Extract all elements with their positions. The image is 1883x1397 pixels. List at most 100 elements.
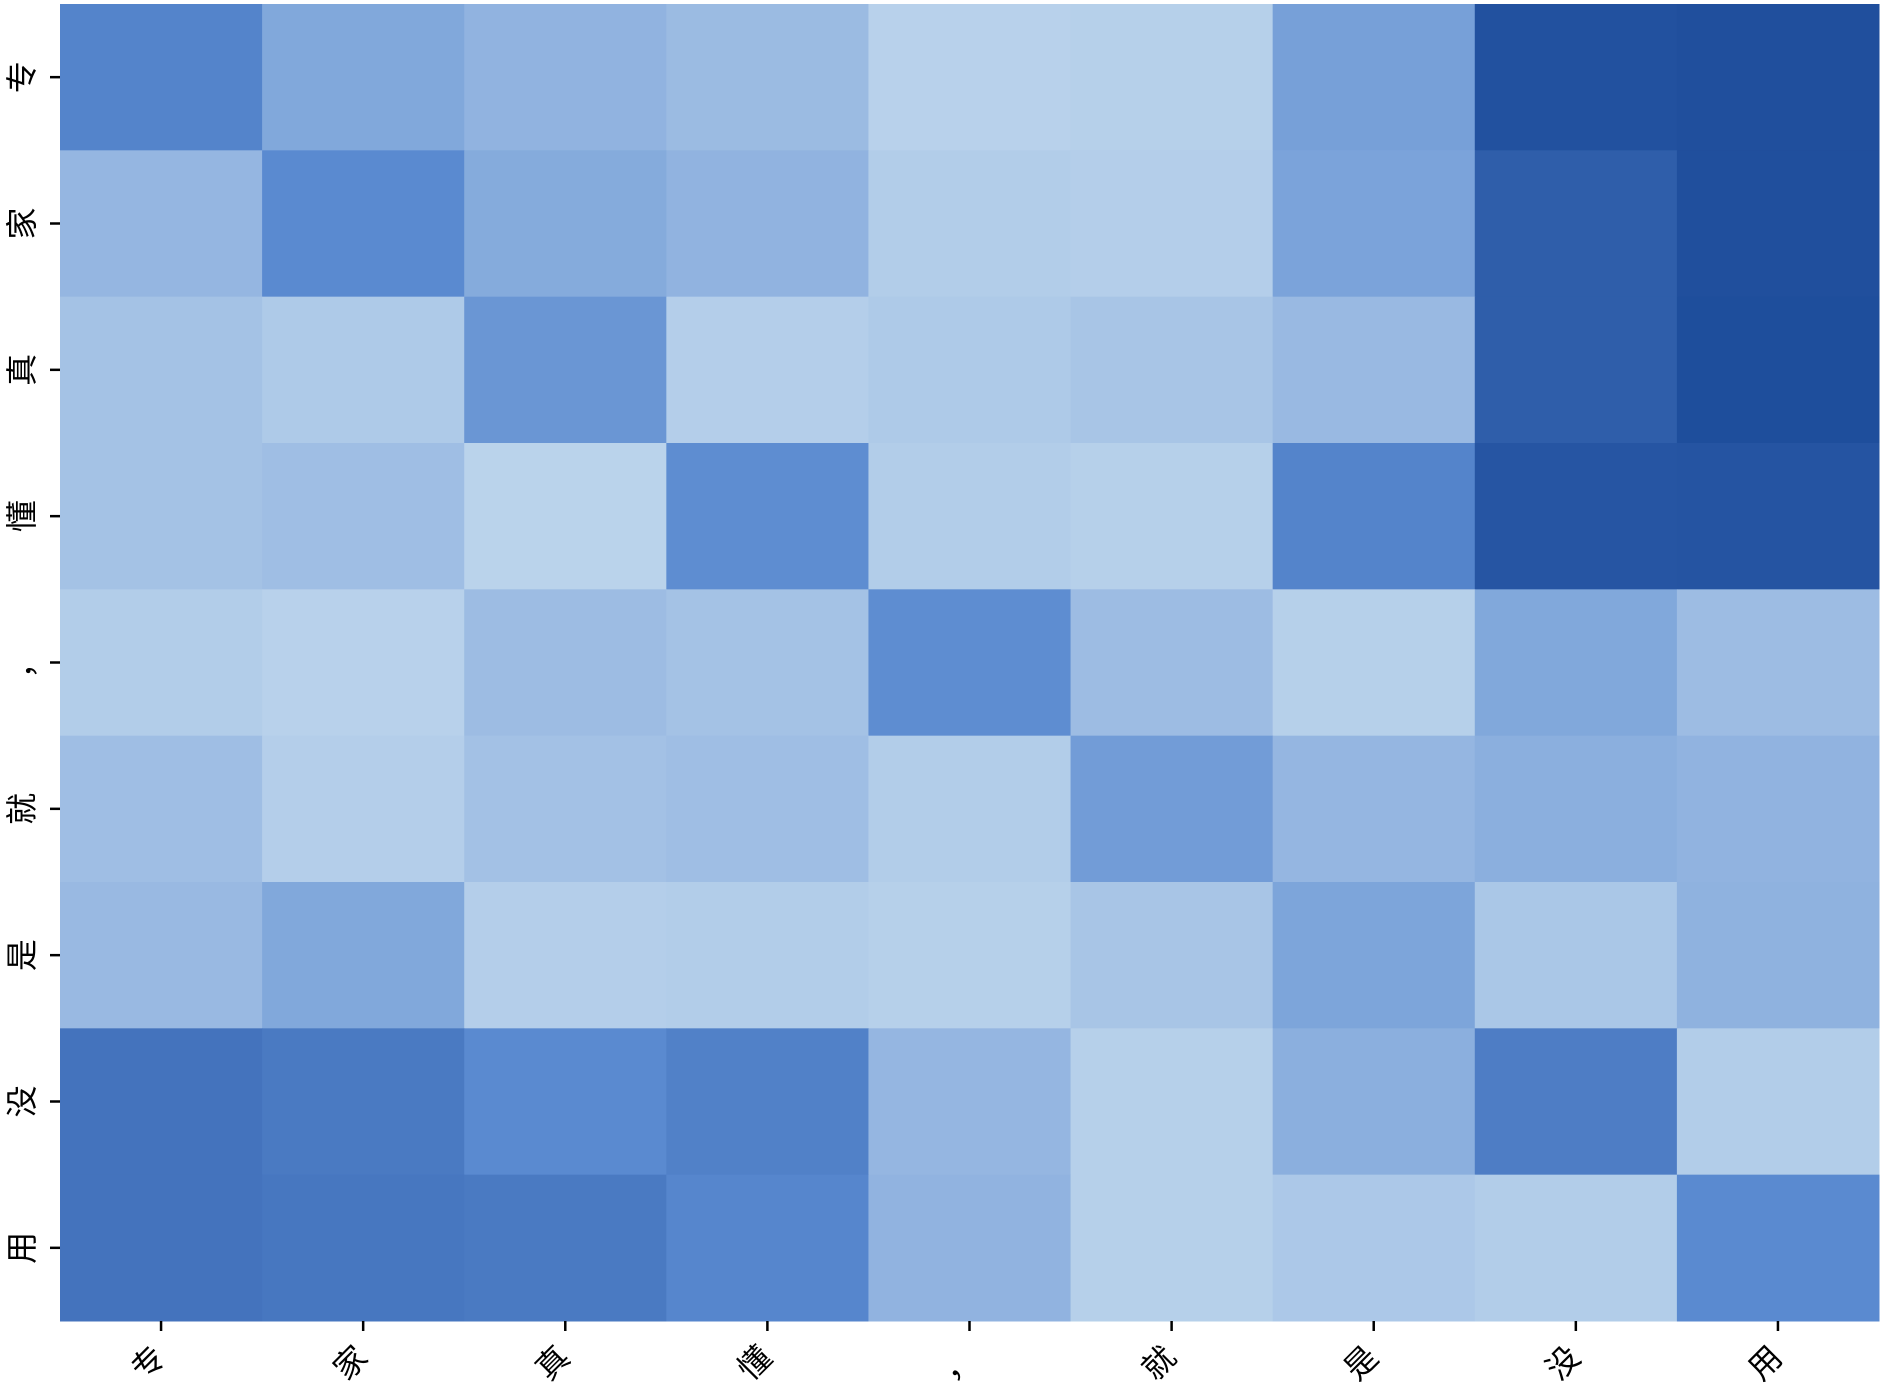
- heatmap-cell: [1070, 735, 1274, 883]
- y-tick-label: 就: [3, 793, 41, 825]
- heatmap-cell: [464, 1174, 667, 1322]
- y-tick-label: 专: [3, 61, 41, 93]
- heatmap-cell: [262, 882, 465, 1029]
- heatmap-cell: [1676, 882, 1880, 1029]
- heatmap-cell: [464, 882, 667, 1029]
- y-tick-label: 是: [3, 939, 41, 971]
- heatmap-cell: [1474, 589, 1678, 737]
- heatmap-cell: [60, 1028, 263, 1176]
- heatmap-cell: [1272, 150, 1476, 298]
- heatmap-cell: [262, 1028, 465, 1176]
- heatmap-cell: [1676, 150, 1880, 298]
- heatmap-cell: [1272, 443, 1476, 590]
- heatmap-cell: [60, 443, 263, 590]
- heatmap-cell: [868, 296, 1072, 444]
- heatmap-cell: [262, 589, 465, 737]
- heatmap-cell: [1070, 882, 1274, 1029]
- heatmap-cell: [1474, 1174, 1678, 1322]
- heatmap-cell: [868, 882, 1072, 1029]
- heatmap-cell: [666, 1028, 869, 1176]
- heatmap-cell: [1070, 150, 1274, 298]
- heatmap-cell: [666, 443, 869, 590]
- heatmap-cell: [60, 150, 263, 298]
- heatmap-cell: [868, 589, 1072, 737]
- heatmap-cell: [1070, 443, 1274, 590]
- heatmap-cell: [1676, 4, 1880, 151]
- heatmap-cell: [1676, 589, 1880, 737]
- y-tick-label: 真: [3, 354, 41, 386]
- heatmap-cell: [1070, 1174, 1274, 1322]
- heatmap-cell: [60, 735, 263, 883]
- heatmap-cell: [1676, 735, 1880, 883]
- heatmap-cell: [868, 1174, 1072, 1322]
- x-tick-label: 懂: [730, 1338, 780, 1388]
- x-tick-label: 就: [1134, 1338, 1184, 1388]
- x-tick-label: ，: [932, 1338, 982, 1388]
- heatmap-cell: [1070, 589, 1274, 737]
- heatmap-cell: [262, 296, 465, 444]
- heatmap-cell: [1272, 4, 1476, 151]
- x-tick-label: 没: [1538, 1338, 1588, 1388]
- heatmap-cell: [1272, 589, 1476, 737]
- heatmap-cell: [1272, 735, 1476, 883]
- heatmap-cell: [1272, 1028, 1476, 1176]
- heatmap-cell: [868, 443, 1072, 590]
- heatmap-cell: [60, 4, 263, 151]
- heatmap-cell: [60, 589, 263, 737]
- heatmap-cell: [1474, 882, 1678, 1029]
- heatmap-cell: [464, 4, 667, 151]
- heatmap-cell: [1474, 296, 1678, 444]
- heatmap-cell: [464, 150, 667, 298]
- x-tick-label: 真: [528, 1338, 578, 1388]
- heatmap-cell: [1676, 296, 1880, 444]
- heatmap-cell: [262, 150, 465, 298]
- x-tick-label: 家: [326, 1338, 376, 1388]
- y-tick-label: ，: [3, 646, 41, 678]
- heatmap-cell: [464, 735, 667, 883]
- heatmap-cell: [666, 296, 869, 444]
- x-tick-label: 是: [1336, 1338, 1386, 1388]
- heatmap-cell: [868, 735, 1072, 883]
- heatmap-cell: [1070, 1028, 1274, 1176]
- y-tick-label: 没: [3, 1085, 41, 1117]
- heatmap-cell: [666, 589, 869, 737]
- heatmap-cell: [1272, 882, 1476, 1029]
- heatmap-cell: [1676, 443, 1880, 590]
- heatmap-cell: [868, 1028, 1072, 1176]
- heatmap-cell: [1272, 1174, 1476, 1322]
- heatmap-cell: [666, 882, 869, 1029]
- heatmap-cell: [1070, 4, 1274, 151]
- heatmap-cell: [262, 443, 465, 590]
- heatmap-cell: [464, 443, 667, 590]
- heatmap-cell: [666, 150, 869, 298]
- heatmap-cell: [60, 882, 263, 1029]
- x-tick-label: 用: [1740, 1338, 1790, 1388]
- heatmap-cell: [464, 296, 667, 444]
- heatmap-cell: [1474, 735, 1678, 883]
- heatmap-cell: [1676, 1028, 1880, 1176]
- heatmap-cell: [666, 1174, 869, 1322]
- heatmap-cell: [464, 589, 667, 737]
- y-tick-label: 家: [3, 207, 41, 239]
- y-tick-label: 懂: [3, 500, 41, 532]
- y-tick-label: 用: [3, 1232, 41, 1264]
- heatmap-cell: [60, 296, 263, 444]
- x-tick-label: 专: [124, 1338, 174, 1388]
- heatmap-cell: [262, 4, 465, 151]
- heatmap-cell: [1676, 1174, 1880, 1322]
- heatmap-cell: [1474, 150, 1678, 298]
- heatmap-cell: [1474, 4, 1678, 151]
- heatmap-cell: [666, 735, 869, 883]
- heatmap-cell: [1272, 296, 1476, 444]
- heatmap-cell: [464, 1028, 667, 1176]
- heatmap-cell: [666, 4, 869, 151]
- heatmap-cell: [868, 4, 1072, 151]
- heatmap-cell: [60, 1174, 263, 1322]
- heatmap-cell: [262, 1174, 465, 1322]
- heatmap-cell: [1070, 296, 1274, 444]
- heatmap-cell: [1474, 443, 1678, 590]
- heatmap-cell: [262, 735, 465, 883]
- heatmap-cell: [868, 150, 1072, 298]
